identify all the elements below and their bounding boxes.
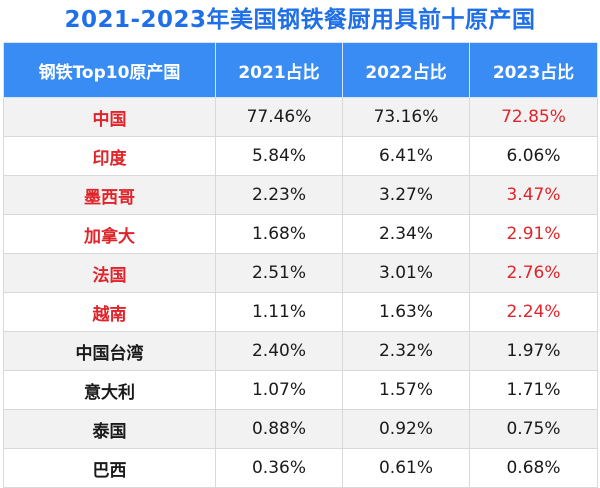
country-cell: 印度 xyxy=(3,136,216,176)
share-2023-cell: 2.24% xyxy=(469,292,598,332)
table-row: 墨西哥 2.23% 3.27% 3.47% xyxy=(3,175,598,215)
share-2021-cell: 2.51% xyxy=(215,253,343,293)
share-2021-cell: 5.84% xyxy=(215,136,343,176)
table-row: 印度 5.84% 6.41% 6.06% xyxy=(3,136,598,176)
share-2023-cell: 0.75% xyxy=(469,409,598,449)
header-country: 钢铁Top10原产国 xyxy=(3,42,216,98)
share-2022-cell: 1.63% xyxy=(342,292,470,332)
table-row: 加拿大 1.68% 2.34% 2.91% xyxy=(3,214,598,254)
table-row: 中国台湾 2.40% 2.32% 1.97% xyxy=(3,331,598,371)
share-2023-cell: 1.97% xyxy=(469,331,598,371)
header-2021: 2021占比 xyxy=(215,42,343,98)
share-2023-cell: 6.06% xyxy=(469,136,598,176)
share-2022-cell: 0.92% xyxy=(342,409,470,449)
country-cell: 越南 xyxy=(3,292,216,332)
share-2022-cell: 3.01% xyxy=(342,253,470,293)
share-2023-cell: 72.85% xyxy=(469,97,598,137)
country-cell: 加拿大 xyxy=(3,214,216,254)
share-2022-cell: 6.41% xyxy=(342,136,470,176)
share-2021-cell: 0.36% xyxy=(215,448,343,488)
page-title: 2021-2023年美国钢铁餐厨用具前十原产国 xyxy=(64,7,536,33)
table-row: 中国 77.46% 73.16% 72.85% xyxy=(3,97,598,137)
country-cell: 巴西 xyxy=(3,448,216,488)
share-2021-cell: 1.68% xyxy=(215,214,343,254)
country-cell: 意大利 xyxy=(3,370,216,410)
share-2021-cell: 2.40% xyxy=(215,331,343,371)
share-2021-cell: 2.23% xyxy=(215,175,343,215)
share-2022-cell: 2.34% xyxy=(342,214,470,254)
share-2023-cell: 3.47% xyxy=(469,175,598,215)
country-cell: 法国 xyxy=(3,253,216,293)
table-body: 中国 77.46% 73.16% 72.85% 印度 5.84% 6.41% 6.06% 墨西哥… xyxy=(3,97,598,488)
table-row: 越南 1.11% 1.63% 2.24% xyxy=(3,292,598,332)
share-2022-cell: 0.61% xyxy=(342,448,470,488)
share-2022-cell: 2.32% xyxy=(342,331,470,371)
share-2021-cell: 77.46% xyxy=(215,97,343,137)
share-2021-cell: 1.11% xyxy=(215,292,343,332)
header-2023: 2023占比 xyxy=(469,42,598,98)
share-2022-cell: 73.16% xyxy=(342,97,470,137)
country-cell: 中国 xyxy=(3,97,216,137)
share-2023-cell: 2.76% xyxy=(469,253,598,293)
share-2021-cell: 0.88% xyxy=(215,409,343,449)
share-2023-cell: 1.71% xyxy=(469,370,598,410)
country-cell: 中国台湾 xyxy=(3,331,216,371)
table-header: 钢铁Top10原产国 2021占比 2022占比 2023占比 xyxy=(3,42,598,98)
table-row: 意大利 1.07% 1.57% 1.71% xyxy=(3,370,598,410)
table-row: 泰国 0.88% 0.92% 0.75% xyxy=(3,409,598,449)
share-2023-cell: 0.68% xyxy=(469,448,598,488)
header-row: 钢铁Top10原产国 2021占比 2022占比 2023占比 xyxy=(3,42,598,98)
origin-share-table: 钢铁Top10原产国 2021占比 2022占比 2023占比 中国 77.46%… xyxy=(3,42,598,488)
country-cell: 墨西哥 xyxy=(3,175,216,215)
share-2022-cell: 3.27% xyxy=(342,175,470,215)
share-2022-cell: 1.57% xyxy=(342,370,470,410)
table-row: 巴西 0.36% 0.61% 0.68% xyxy=(3,448,598,488)
share-2021-cell: 1.07% xyxy=(215,370,343,410)
table-row: 法国 2.51% 3.01% 2.76% xyxy=(3,253,598,293)
header-2022: 2022占比 xyxy=(342,42,470,98)
country-cell: 泰国 xyxy=(3,409,216,449)
share-2023-cell: 2.91% xyxy=(469,214,598,254)
